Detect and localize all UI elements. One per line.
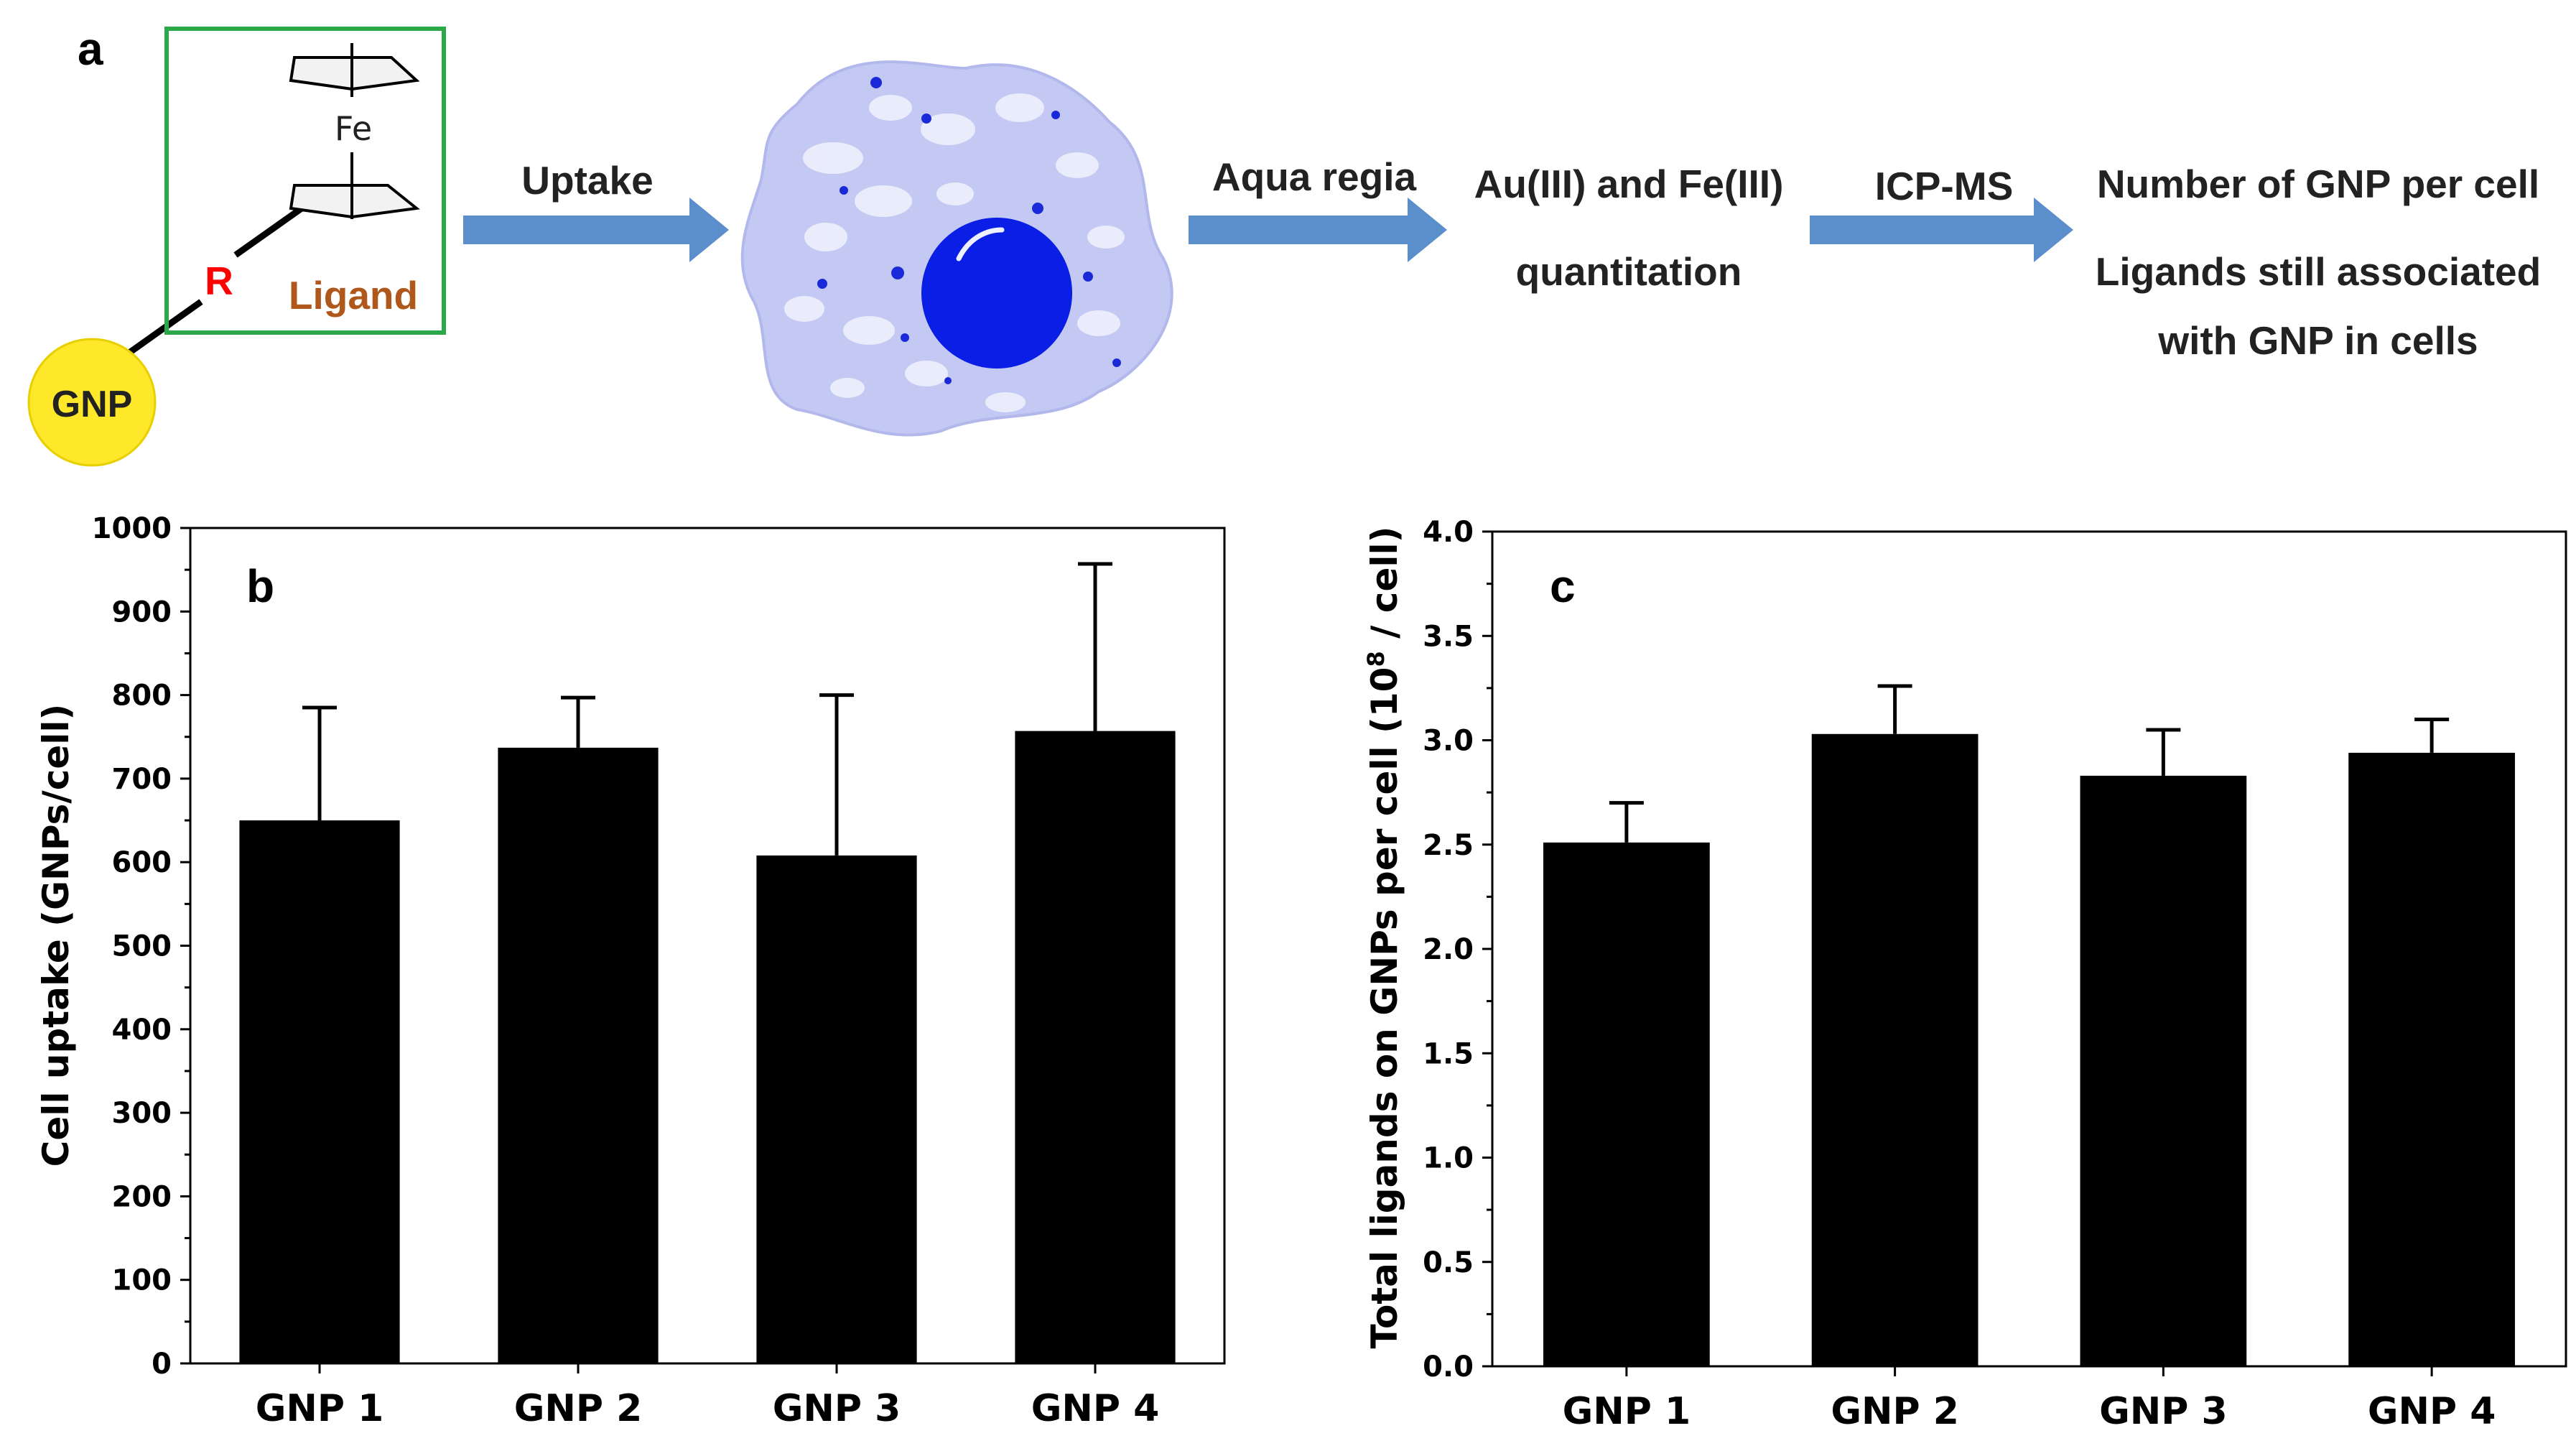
chart-b-category-label-4: GNP 4: [1031, 1387, 1160, 1430]
digest-arrow-icon: [1189, 198, 1447, 262]
chart-c-y-tick-label: 2.5: [1423, 829, 1474, 862]
chart-b-y-tick-label: 600: [112, 846, 172, 879]
gnp-particle: [27, 338, 157, 467]
aqua-regia-label: Aqua regia: [1212, 154, 1417, 199]
chart-c-bar-1: [1543, 842, 1710, 1366]
cell-vacuoles: [784, 93, 1125, 412]
chart-b-y-tick-label: 700: [112, 763, 172, 796]
chart-b-bar-4: [1015, 731, 1176, 1363]
chart-c-y-axis-title: Total ligands on GNPs per cell (108 / ce…: [1362, 526, 1405, 1348]
chart-b-bar-3: [756, 855, 917, 1363]
chart-c-y-tick-label: 4.0: [1423, 516, 1474, 549]
chart-b-y-tick-label: 800: [112, 680, 172, 713]
cell-nucleus: [921, 218, 1072, 369]
cell-illustration: [740, 60, 1173, 437]
chart-c-bar-2: [1811, 733, 1979, 1366]
chart-c-y-tick-label: 0.0: [1423, 1350, 1474, 1384]
result-label-line1: Number of GNP per cell: [2097, 162, 2539, 206]
chart-b-bar-1: [239, 820, 400, 1363]
chart-c-bar-4: [2348, 752, 2515, 1366]
chart-b-bar-2: [498, 747, 659, 1363]
chart-c-marks: 0.0 0.5 1.0 1.5 2.0 2.5 3.0 3.5 4.0 GNP 1 GNP 2 GNP…: [1423, 516, 2515, 1433]
nucleus-highlight: [956, 227, 1005, 261]
result-label-line3: with GNP in cells: [2157, 318, 2478, 363]
result-label-line2: Ligands still associated: [2096, 249, 2541, 294]
linker-bond-line: [233, 205, 304, 258]
panel-b-letter: b: [246, 560, 274, 612]
chart-b-category-label-3: GNP 3: [773, 1387, 901, 1430]
ligand-box: [164, 27, 446, 335]
chart-c-y-tick-label: 2.0: [1423, 933, 1474, 966]
chart-c-category-label-2: GNP 2: [1831, 1390, 1959, 1433]
chart-b-y-tick-label: 900: [112, 596, 172, 629]
panel-a-letter: a: [78, 23, 103, 75]
chart-b-y-tick-label: 300: [112, 1097, 172, 1130]
chart-b-frame: [189, 527, 1226, 1365]
chart-c-frame: [1491, 530, 2567, 1368]
chart-b-marks: 0 100 200 300 400 500 600 700 800 900 1000 GNP 1 GNP…: [92, 512, 1176, 1430]
chart-b-y-tick-label: 200: [112, 1180, 172, 1213]
quant-label-line1: Au(III) and Fe(III): [1474, 162, 1784, 206]
chart-b-category-label-1: GNP 1: [256, 1387, 384, 1430]
chart-c: c Total ligands on GNPs per cell (108 / …: [1362, 516, 2567, 1433]
chart-b-category-label-2: GNP 2: [514, 1387, 643, 1430]
quant-label-line2: quantitation: [1516, 249, 1742, 294]
chart-c-y-tick-label: 1.0: [1423, 1142, 1474, 1175]
fe-label: Fe: [335, 109, 372, 148]
chart-c-bar-3: [2080, 775, 2247, 1366]
chart-b: b Cell uptake (GNPs/cell) 0 100 200 300 400 5…: [35, 512, 1226, 1430]
chart-c-category-label-1: GNP 1: [1563, 1390, 1691, 1433]
chart-c-y-tick-label: 0.5: [1423, 1246, 1474, 1279]
chart-b-y-tick-label: 100: [112, 1264, 172, 1297]
ferrocene-structure-icon: [289, 43, 420, 219]
chart-c-y-tick-label: 1.5: [1423, 1037, 1474, 1070]
gnp-label: GNP: [52, 384, 133, 425]
ligand-label: Ligand: [289, 273, 418, 318]
linker-r-label: R: [205, 259, 233, 303]
uptake-label: Uptake: [521, 158, 653, 203]
chart-c-y-tick-label: 3.5: [1423, 620, 1474, 653]
chart-b-y-tick-label: 400: [112, 1014, 172, 1047]
chart-b-y-axis-title: Cell uptake (GNPs/cell): [35, 704, 77, 1167]
chart-c-category-label-4: GNP 4: [2368, 1390, 2496, 1433]
icpms-arrow-icon: [1810, 198, 2073, 262]
icpms-label: ICP-MS: [1875, 164, 2014, 208]
chart-b-y-tick-label: 500: [112, 930, 172, 963]
chart-c-category-label-3: GNP 3: [2099, 1390, 2228, 1433]
chart-c-y-tick-label: 3.0: [1423, 725, 1474, 758]
chart-b-y-tick-label: 1000: [92, 512, 172, 545]
chart-b-y-tick-label: 0: [152, 1348, 172, 1381]
panel-a-schematic: a GNP R Ligand Fe Uptake Aqua regia Au(I…: [27, 23, 2541, 467]
panel-c-letter: c: [1550, 560, 1576, 612]
uptake-arrow-icon: [463, 198, 729, 262]
